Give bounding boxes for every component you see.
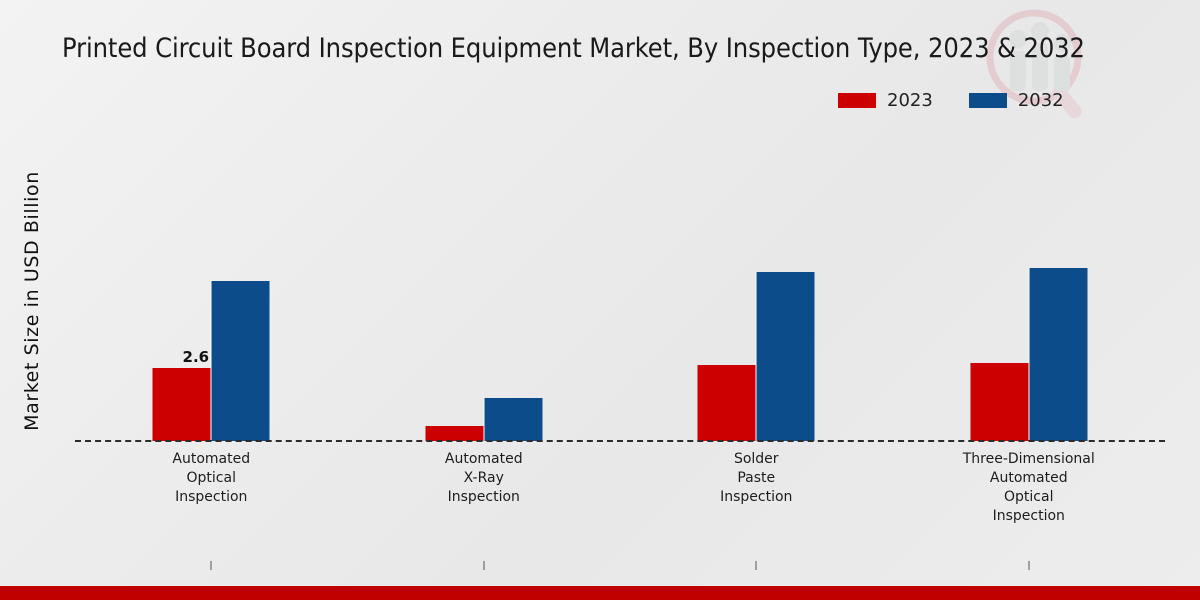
bar-group-three-dimensional-automated-optical-inspection bbox=[893, 120, 1166, 570]
category-label-line: Optical bbox=[186, 470, 236, 486]
category-label-solder-paste-inspection: Solder Paste Inspection bbox=[620, 450, 893, 526]
category-label-line: Automated bbox=[989, 470, 1068, 486]
bar-2023-solder-paste-inspection[interactable] bbox=[697, 365, 756, 441]
bar-pair bbox=[425, 398, 543, 441]
category-label-line: Inspection bbox=[447, 489, 520, 505]
legend-swatch-2032 bbox=[968, 93, 1007, 108]
bar-2023-automated-optical-inspection[interactable] bbox=[152, 368, 211, 441]
footer-accent-bar bbox=[0, 586, 1200, 600]
bar-group-automated-optical-inspection: 2.6 bbox=[75, 120, 348, 570]
bar-2023-automated-x-ray-inspection[interactable] bbox=[425, 426, 484, 441]
plot-area: 2.6 bbox=[75, 120, 1166, 570]
x-axis-tick bbox=[1028, 561, 1030, 570]
bar-group-solder-paste-inspection bbox=[620, 120, 893, 570]
legend-item-2023[interactable]: 2023 bbox=[838, 90, 933, 111]
bar-2032-solder-paste-inspection[interactable] bbox=[755, 272, 815, 441]
category-label-line: Inspection bbox=[992, 508, 1065, 524]
category-label-line: Inspection bbox=[175, 489, 248, 505]
category-label-automated-x-ray-inspection: Automated X-Ray Inspection bbox=[348, 450, 621, 526]
bar-group-automated-x-ray-inspection bbox=[348, 120, 621, 570]
category-label-line: X-Ray bbox=[463, 470, 504, 486]
legend-label-2032: 2032 bbox=[1017, 90, 1064, 111]
x-axis-baseline bbox=[75, 440, 1165, 442]
x-axis-tick bbox=[483, 561, 485, 570]
category-label-three-dimensional-automated-optical-inspection: Three-Dimensional Automated Optical Insp… bbox=[893, 450, 1166, 526]
bar-value-label-2023-automated-optical-inspection: 2.6 bbox=[182, 348, 210, 366]
legend-item-2032[interactable]: 2032 bbox=[968, 90, 1064, 111]
category-label-line: Paste bbox=[737, 470, 776, 486]
chart-title: Printed Circuit Board Inspection Equipme… bbox=[62, 33, 1085, 64]
bar-2032-automated-x-ray-inspection[interactable] bbox=[483, 398, 543, 441]
bar-pair bbox=[970, 268, 1088, 441]
category-label-line: Three-Dimensional bbox=[962, 451, 1095, 467]
x-axis-tick bbox=[755, 561, 757, 570]
category-label-automated-optical-inspection: Automated Optical Inspection bbox=[75, 450, 348, 526]
bar-pair: 2.6 bbox=[152, 281, 270, 441]
bar-2032-three-dimensional-automated-optical-inspection[interactable] bbox=[1028, 268, 1088, 441]
chart-legend: 2023 2032 bbox=[838, 90, 1064, 111]
x-axis-category-labels: Automated Optical Inspection Automated X… bbox=[75, 450, 1165, 526]
category-label-line: Solder bbox=[733, 451, 779, 467]
category-label-line: Automated bbox=[444, 451, 523, 467]
category-label-line: Automated bbox=[172, 451, 251, 467]
bar-2023-three-dimensional-automated-optical-inspection[interactable] bbox=[970, 363, 1029, 441]
legend-label-2023: 2023 bbox=[887, 90, 933, 111]
x-axis-tick bbox=[210, 561, 212, 570]
y-axis-title: Market Size in USD Billion bbox=[21, 171, 43, 431]
bar-pair bbox=[697, 272, 815, 441]
category-label-line: Inspection bbox=[720, 489, 793, 505]
legend-swatch-2023 bbox=[838, 93, 876, 108]
category-label-line: Optical bbox=[1004, 489, 1054, 505]
bar-2032-automated-optical-inspection[interactable] bbox=[210, 281, 270, 441]
